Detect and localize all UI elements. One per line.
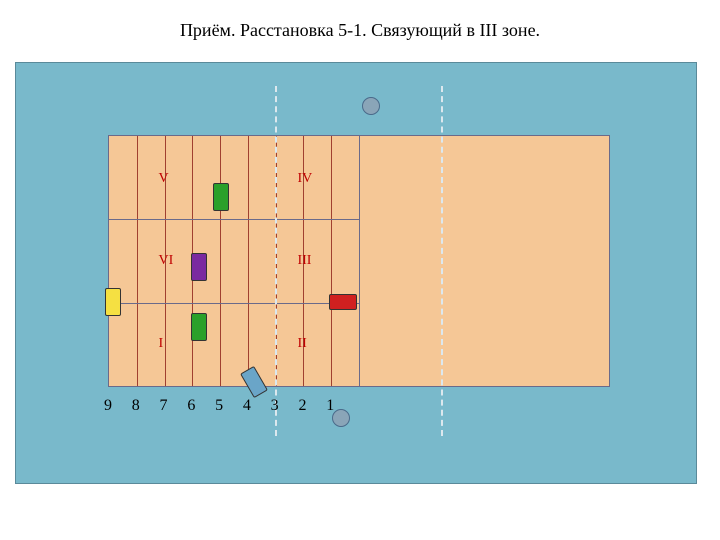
x-axis-label: 4 — [243, 397, 251, 415]
zone-label: II — [297, 336, 306, 352]
grid-hline — [109, 219, 359, 220]
meter-line — [248, 136, 249, 386]
player-green-1 — [213, 183, 229, 211]
ball-bottom — [332, 409, 350, 427]
volleyball-court: VIVVIIIIIII — [108, 135, 610, 387]
player-yellow — [105, 288, 121, 316]
attack-line-dash — [441, 86, 443, 436]
ball-top — [362, 97, 380, 115]
zone-label: VI — [159, 253, 174, 269]
x-axis-label: 5 — [215, 397, 223, 415]
x-axis-label: 2 — [298, 397, 306, 415]
zone-label: III — [297, 253, 311, 269]
zone-label: V — [159, 171, 169, 187]
x-axis-label: 7 — [160, 397, 168, 415]
diagram-title: Приём. Расстановка 5-1. Связующий в III … — [0, 20, 720, 41]
zone-label: IV — [297, 171, 312, 187]
attack-line-dash — [275, 86, 277, 436]
page: Приём. Расстановка 5-1. Связующий в III … — [0, 0, 720, 540]
x-axis-label: 3 — [271, 397, 279, 415]
meter-line — [137, 136, 138, 386]
zone-label: I — [159, 336, 164, 352]
player-green-2 — [191, 313, 207, 341]
net-line — [359, 136, 360, 386]
player-purple — [191, 253, 207, 281]
meter-line — [220, 136, 221, 386]
player-red — [329, 294, 357, 310]
meter-line — [331, 136, 332, 386]
player-blue — [241, 366, 269, 398]
x-axis-label: 8 — [132, 397, 140, 415]
x-axis-label: 6 — [187, 397, 195, 415]
x-axis-label: 9 — [104, 397, 112, 415]
field-background: VIVVIIIIIII 987654321 — [15, 62, 697, 484]
grid-hline — [109, 303, 359, 304]
